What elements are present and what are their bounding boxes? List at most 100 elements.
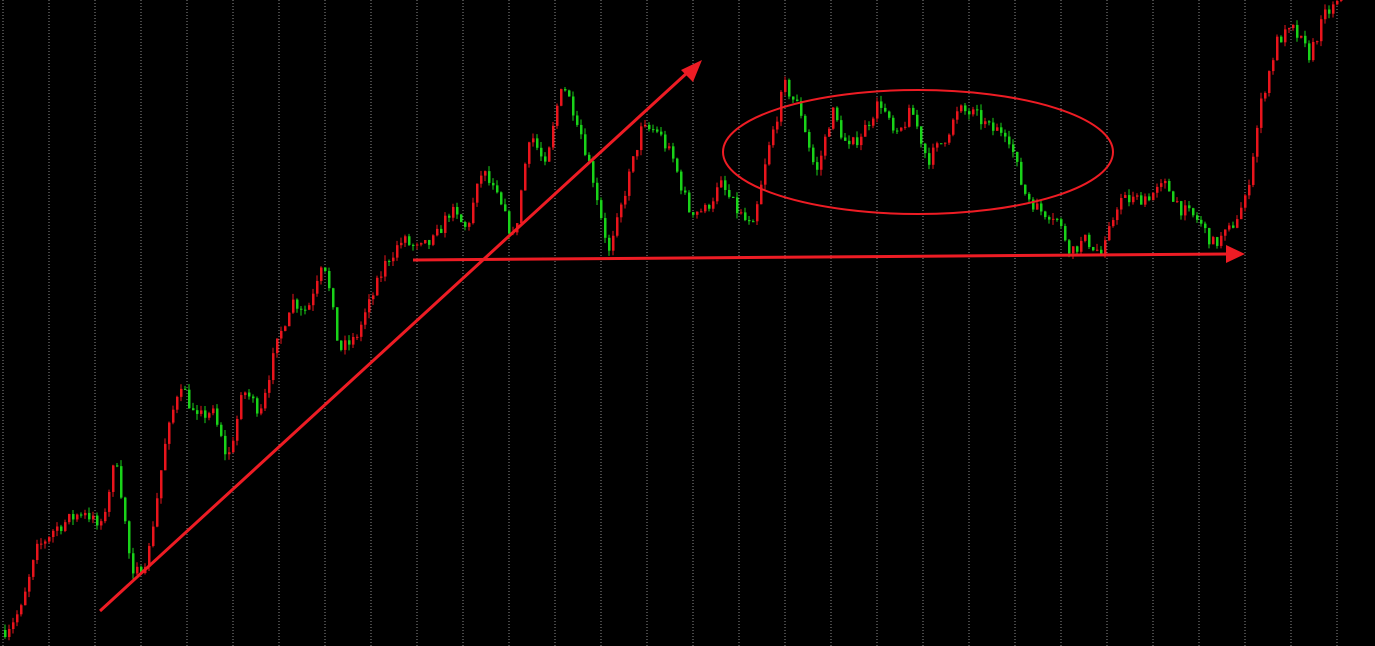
candle-body bbox=[312, 293, 315, 306]
candle-body bbox=[1084, 234, 1087, 241]
candle-body bbox=[784, 79, 787, 92]
candle-body bbox=[592, 161, 595, 183]
candle-body bbox=[1296, 24, 1299, 38]
candle-body bbox=[460, 214, 463, 223]
candle-body bbox=[652, 129, 655, 131]
candle-body bbox=[608, 237, 611, 251]
candle-body bbox=[428, 240, 431, 245]
candle-body bbox=[380, 276, 383, 278]
candle-body bbox=[1284, 29, 1287, 43]
candle-body bbox=[752, 221, 755, 223]
candle-body bbox=[200, 410, 203, 414]
candle-body bbox=[904, 126, 907, 128]
candle-body bbox=[952, 119, 955, 135]
candle-body bbox=[1008, 136, 1011, 145]
candle-body bbox=[524, 163, 527, 191]
candle-body bbox=[1060, 219, 1063, 227]
candle-body bbox=[180, 388, 183, 397]
candle-body bbox=[844, 137, 847, 141]
candle-body bbox=[828, 128, 831, 137]
candle-body bbox=[1092, 247, 1095, 251]
candle-body bbox=[276, 338, 279, 354]
candle-body bbox=[928, 153, 931, 165]
candle-body bbox=[816, 162, 819, 170]
candle-body bbox=[80, 514, 83, 516]
candle-body bbox=[320, 267, 323, 281]
candle-body bbox=[172, 409, 175, 423]
candle-body bbox=[1168, 180, 1171, 192]
candle-body bbox=[208, 413, 211, 418]
candle-body bbox=[708, 204, 711, 209]
candle-body bbox=[1088, 234, 1091, 248]
candle-body bbox=[700, 211, 703, 213]
candle-body bbox=[1140, 195, 1143, 205]
candle-body bbox=[132, 553, 135, 574]
candle-body bbox=[112, 465, 115, 492]
candle-body bbox=[64, 522, 67, 531]
candle-body bbox=[1044, 211, 1047, 218]
candle-body bbox=[48, 537, 51, 542]
candle-body bbox=[920, 126, 923, 144]
candle-body bbox=[508, 211, 511, 234]
candle-body bbox=[1128, 195, 1131, 203]
candle-body bbox=[1268, 71, 1271, 93]
candle-body bbox=[332, 288, 335, 308]
uptrend-arrowhead bbox=[681, 60, 702, 82]
candle-body bbox=[464, 222, 467, 227]
candle-body bbox=[412, 244, 415, 246]
candle-body bbox=[296, 299, 299, 309]
gridlines bbox=[2, 0, 1338, 646]
candle-body bbox=[116, 465, 119, 467]
candle-body bbox=[1100, 249, 1103, 254]
candle-body bbox=[724, 180, 727, 191]
candle-body bbox=[40, 543, 43, 545]
candle-body bbox=[972, 109, 975, 115]
candle-body bbox=[120, 466, 123, 498]
candle-body bbox=[72, 514, 75, 520]
candle-body bbox=[720, 180, 723, 188]
candle-body bbox=[364, 312, 367, 325]
candle-body bbox=[272, 353, 275, 381]
candle-body bbox=[4, 630, 7, 637]
candle-body bbox=[148, 545, 151, 567]
candle-body bbox=[136, 566, 139, 574]
candle-body bbox=[304, 309, 307, 311]
candle-body bbox=[944, 142, 947, 144]
candle-body bbox=[884, 107, 887, 112]
uptrend-line bbox=[98, 70, 690, 613]
candle-body bbox=[956, 111, 959, 120]
candle-body bbox=[1076, 246, 1079, 252]
annotations bbox=[98, 60, 1245, 613]
candle-body bbox=[396, 245, 399, 258]
candle-body bbox=[504, 204, 507, 212]
candle-body bbox=[644, 124, 647, 127]
candle-body bbox=[1316, 41, 1319, 43]
candle-body bbox=[440, 228, 443, 233]
candle-body bbox=[376, 277, 379, 296]
candle-body bbox=[124, 497, 127, 522]
candle-body bbox=[1156, 186, 1159, 193]
candle-body bbox=[1208, 228, 1211, 245]
candle-body bbox=[976, 109, 979, 111]
candle-body bbox=[340, 340, 343, 350]
candle-body bbox=[568, 90, 571, 97]
candle-body bbox=[1256, 127, 1259, 157]
candle-body bbox=[600, 200, 603, 219]
candle-body bbox=[1184, 205, 1187, 216]
candle-body bbox=[572, 96, 575, 116]
candle-body bbox=[520, 190, 523, 224]
candle-body bbox=[488, 171, 491, 183]
candle-body bbox=[1036, 203, 1039, 210]
candle-body bbox=[988, 121, 991, 123]
candle-body bbox=[352, 336, 355, 345]
candle-body bbox=[1324, 9, 1327, 20]
candle-body bbox=[1260, 98, 1263, 128]
candle-body bbox=[712, 201, 715, 209]
candle-body bbox=[1172, 191, 1175, 202]
candle-body bbox=[1152, 192, 1155, 201]
candle-body bbox=[240, 395, 243, 419]
candle-body bbox=[468, 223, 471, 227]
candle-body bbox=[564, 89, 567, 91]
candle-body bbox=[1272, 60, 1275, 72]
candle-body bbox=[1340, 0, 1343, 1]
